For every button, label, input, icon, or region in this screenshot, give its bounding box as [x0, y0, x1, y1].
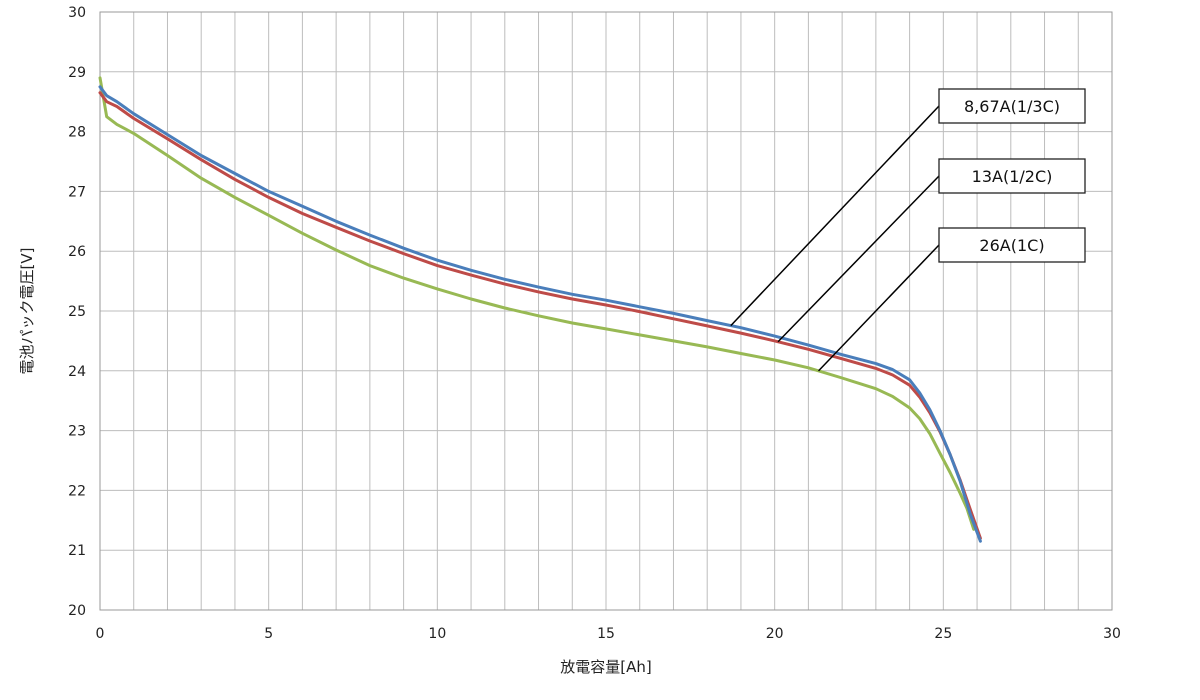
series-line-2 — [98, 76, 976, 531]
y-tick-label: 27 — [68, 184, 86, 200]
callout-label: 13A(1/2C) — [972, 167, 1053, 186]
y-tick-label: 30 — [68, 5, 86, 21]
x-tick-label: 15 — [597, 626, 615, 642]
x-tick-label: 5 — [264, 626, 273, 642]
x-axis-title: 放電容量[Ah] — [560, 658, 651, 676]
x-tick-label: 10 — [428, 626, 446, 642]
series-line-1 — [98, 91, 982, 540]
series-line-0 — [98, 85, 982, 543]
series-lines — [98, 76, 982, 543]
x-tick-label: 30 — [1103, 626, 1121, 642]
callout-leader-line — [730, 105, 940, 327]
x-tick-label: 0 — [96, 626, 105, 642]
callouts: 8,67A(1/3C) 13A(1/2C) 26A(1C) — [730, 88, 1086, 372]
y-tick-label: 23 — [68, 424, 86, 440]
y-tick-label: 24 — [68, 364, 86, 380]
y-tick-label: 22 — [68, 483, 86, 499]
plot-area-border — [99, 11, 1113, 611]
x-tick-label: 20 — [766, 626, 784, 642]
callout-label: 8,67A(1/3C) — [964, 97, 1060, 116]
y-tick-label: 20 — [68, 603, 86, 619]
callout-box — [938, 88, 1086, 124]
callout-label: 26A(1C) — [979, 236, 1044, 255]
y-tick-label: 26 — [68, 244, 86, 260]
y-tick-label: 28 — [68, 125, 86, 141]
callout-leader-line — [777, 175, 940, 343]
y-tick-label: 29 — [68, 65, 86, 81]
y-axis-title: 電池パック電圧[V] — [18, 248, 36, 375]
y-tick-label: 25 — [68, 304, 86, 320]
y-tick-label: 21 — [68, 543, 86, 559]
x-tick-label: 25 — [934, 626, 952, 642]
tick-labels: 0 5 10 15 20 25 30 20 21 22 23 24 25 26 27 28 29 30 — [68, 5, 1121, 642]
callout-box — [938, 227, 1086, 263]
callout-leader-line — [817, 244, 940, 372]
callout-box — [938, 158, 1086, 194]
